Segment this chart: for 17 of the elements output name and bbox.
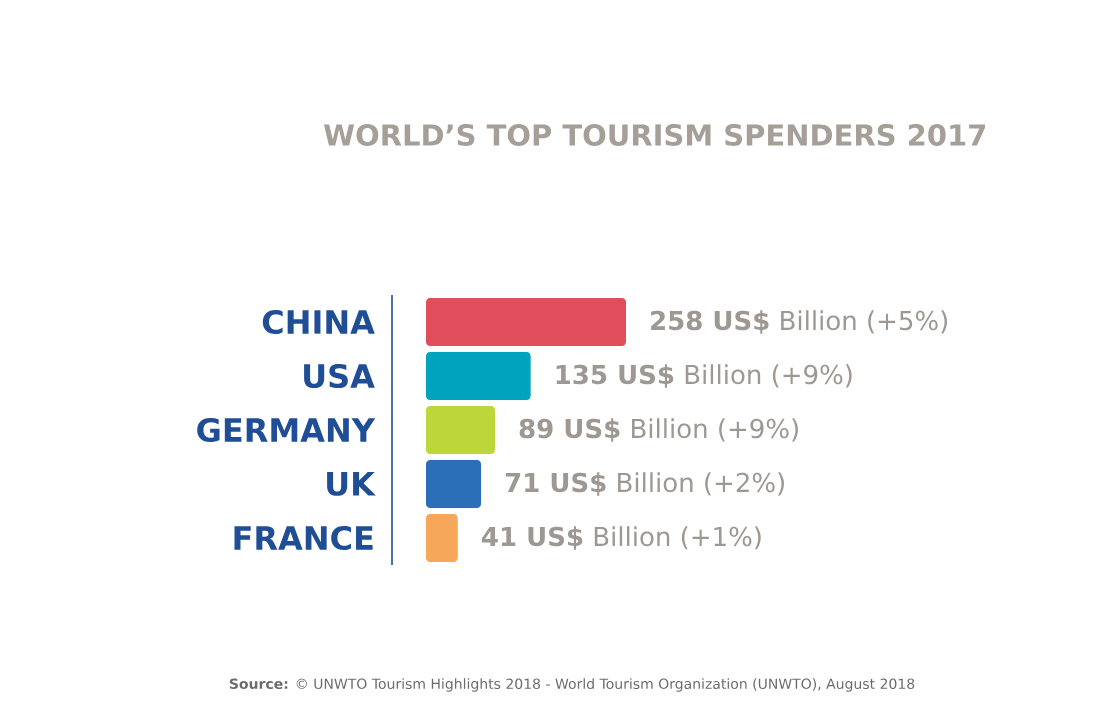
- data-label: 135 US$ Billion (+9%): [556, 364, 852, 388]
- bar: [426, 352, 531, 400]
- chart-title: WORLD’S TOP TOURISM SPENDERS 2017: [323, 124, 986, 146]
- bar: [426, 405, 495, 454]
- text: Source: © UNWTO Tourism Highlights 2018 - World Tourism Organization (UNWTO), August 2018: [229, 678, 915, 692]
- bar: [426, 298, 626, 346]
- bar: [426, 459, 482, 508]
- data-label: 71 US$ Billion (+2%): [505, 472, 784, 496]
- y-tick-label: USA: [304, 363, 375, 389]
- data-label: 258 US$ Billion (+5%): [651, 310, 948, 334]
- y-tick-label: FRANCE: [234, 525, 373, 551]
- data-label: 89 US$ Billion (+9%): [519, 418, 798, 442]
- y-tick-label: CHINA: [262, 309, 375, 335]
- bar: [426, 513, 458, 562]
- data-label: 41 US$ Billion (+1%): [482, 526, 761, 550]
- y-tick-label: GERMANY: [197, 417, 376, 443]
- y-tick-label: UK: [327, 472, 376, 496]
